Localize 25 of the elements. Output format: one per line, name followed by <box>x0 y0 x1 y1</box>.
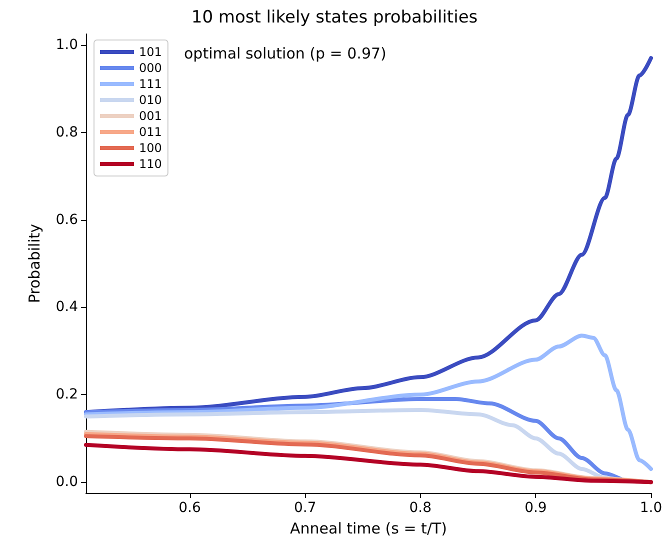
x-tick-label: 0.7 <box>294 500 316 516</box>
line-series <box>84 334 653 471</box>
y-tick-label: 0.8 <box>56 124 78 140</box>
x-tick-label: 0.8 <box>409 500 432 516</box>
legend-label: 001 <box>139 109 162 123</box>
line-series <box>84 442 653 484</box>
x-tick-label: 1.0 <box>640 500 662 516</box>
y-tick-label: 0.2 <box>56 386 78 403</box>
legend-label: 101 <box>139 45 162 59</box>
legend-label: 011 <box>139 125 162 139</box>
annotation: optimal solution (p = 0.97) <box>184 44 386 62</box>
y-tick-label: 0.6 <box>56 212 78 228</box>
x-tick-label: 0.9 <box>524 500 547 516</box>
y-axis-title: Probability <box>26 224 44 304</box>
legend-label: 010 <box>139 93 162 107</box>
legend-label: 110 <box>139 157 162 171</box>
legend-label: 100 <box>139 141 162 155</box>
y-tick-label: 0.0 <box>56 474 78 490</box>
x-axis-title: Anneal time (s = t/T) <box>290 520 448 538</box>
legend-label: 000 <box>139 61 162 75</box>
x-tick-label: 0.6 <box>178 500 201 516</box>
y-tick-label: 0.4 <box>56 299 78 316</box>
chart-title: 10 most likely states probabilities <box>191 8 478 28</box>
y-tick-label: 1.0 <box>56 36 78 53</box>
legend-label: 111 <box>139 77 162 91</box>
